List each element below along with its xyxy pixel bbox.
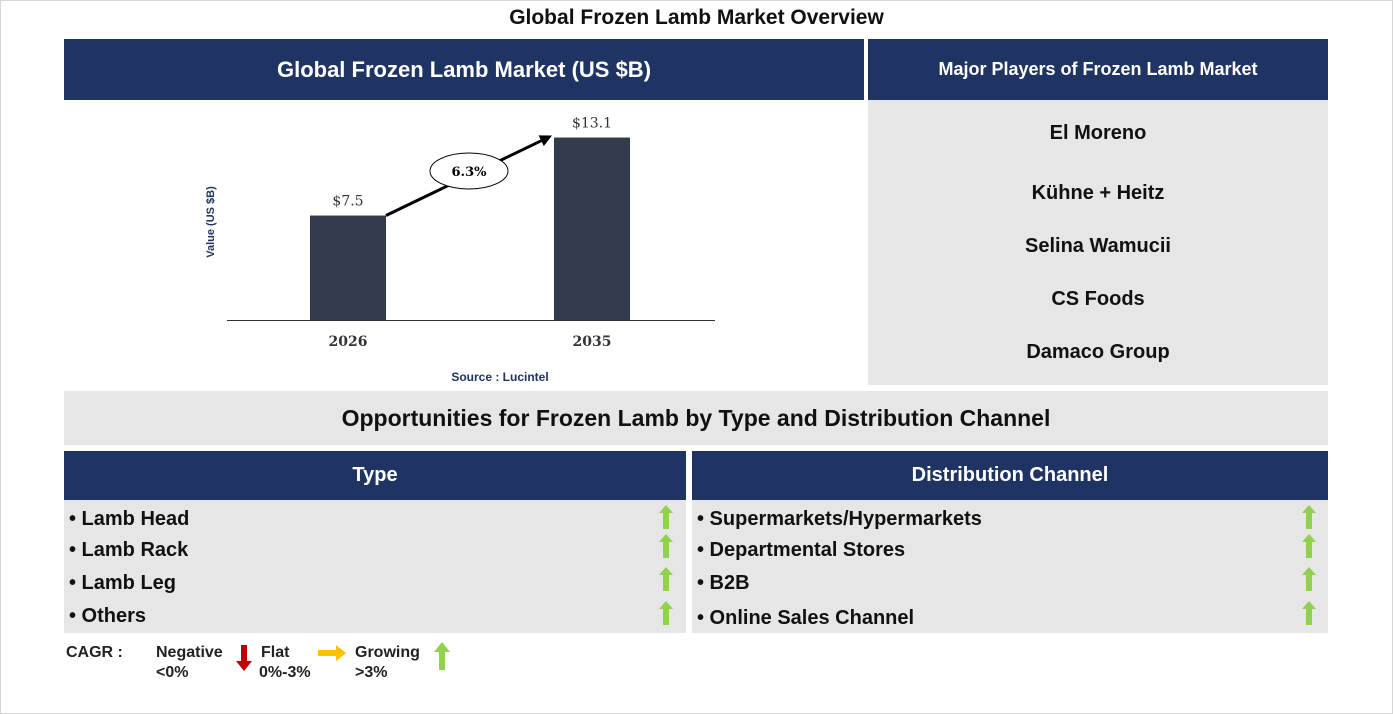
arrow-up-icon bbox=[659, 567, 673, 591]
arrow-up-icon bbox=[1302, 534, 1316, 558]
channel-header: Distribution Channel bbox=[692, 451, 1328, 500]
legend-flat-range: 0%-3% bbox=[259, 664, 311, 681]
arrow-up-icon bbox=[1302, 567, 1316, 591]
list-item: • B2B bbox=[697, 572, 750, 594]
arrow-up-icon bbox=[1302, 601, 1316, 625]
arrow-down-icon bbox=[236, 645, 252, 671]
player-name: CS Foods bbox=[1051, 288, 1145, 310]
data-label: $13.1 bbox=[572, 116, 612, 132]
list-item: • Others bbox=[69, 605, 147, 627]
chart-panel-header: Global Frozen Lamb Market (US $B) bbox=[64, 39, 864, 100]
bar-2026 bbox=[310, 215, 386, 320]
list-item: • Supermarkets/Hypermarkets bbox=[697, 508, 982, 530]
legend-growing-range: >3% bbox=[355, 664, 388, 681]
cagr-bubble bbox=[429, 152, 509, 190]
players-panel-header: Major Players of Frozen Lamb Market bbox=[868, 39, 1328, 100]
channel-list: • Supermarkets/Hypermarkets • Department… bbox=[692, 500, 1328, 633]
type-header: Type bbox=[64, 451, 686, 500]
page-title: Global Frozen Lamb Market Overview bbox=[509, 6, 884, 29]
x-tick-label: 2026 bbox=[329, 334, 368, 350]
x-tick-label: 2035 bbox=[573, 334, 612, 350]
arrow-up-icon bbox=[659, 505, 673, 529]
legend-flat-name: Flat bbox=[261, 644, 290, 661]
arrow-up-icon bbox=[434, 642, 450, 670]
chart-area: Value (US $B) $7.5 2026 $13.1 2035 6.3% Source… bbox=[64, 100, 864, 390]
players-panel: El Moreno Kühne + Heitz Selina Wamucii C… bbox=[868, 100, 1328, 385]
player-name: El Moreno bbox=[1049, 122, 1147, 144]
player-name: Kühne + Heitz bbox=[1031, 182, 1165, 204]
y-axis-label: Value (US $B) bbox=[205, 186, 217, 258]
arrow-right-icon bbox=[318, 645, 346, 661]
list-item: • Departmental Stores bbox=[697, 539, 906, 561]
list-item: • Online Sales Channel bbox=[697, 607, 915, 629]
opportunities-header: Opportunities for Frozen Lamb by Type an… bbox=[64, 391, 1328, 445]
cagr-label: 6.3% bbox=[452, 165, 488, 180]
legend-negative-range: <0% bbox=[156, 664, 189, 681]
legend-growing-name: Growing bbox=[355, 644, 420, 661]
bar-2035 bbox=[554, 137, 630, 320]
type-list: • Lamb Head • Lamb Rack • Lamb Leg • Oth… bbox=[64, 500, 686, 633]
player-name: Selina Wamucii bbox=[1025, 235, 1171, 257]
list-item: • Lamb Leg bbox=[69, 572, 177, 594]
arrow-up-icon bbox=[1302, 505, 1316, 529]
legend-label: CAGR : bbox=[66, 644, 123, 661]
list-item: • Lamb Head bbox=[69, 508, 190, 530]
list-item: • Lamb Rack bbox=[69, 539, 189, 561]
bar-chart: Value (US $B) $7.5 2026 $13.1 2035 6.3% Source… bbox=[205, 116, 715, 384]
growth-arrow-head bbox=[538, 135, 552, 147]
legend-negative-name: Negative bbox=[156, 644, 223, 661]
chart-source: Source : Lucintel bbox=[451, 370, 548, 384]
player-name: Damaco Group bbox=[1026, 341, 1170, 363]
data-label: $7.5 bbox=[332, 194, 363, 210]
arrow-up-icon bbox=[659, 534, 673, 558]
arrow-up-icon bbox=[659, 601, 673, 625]
